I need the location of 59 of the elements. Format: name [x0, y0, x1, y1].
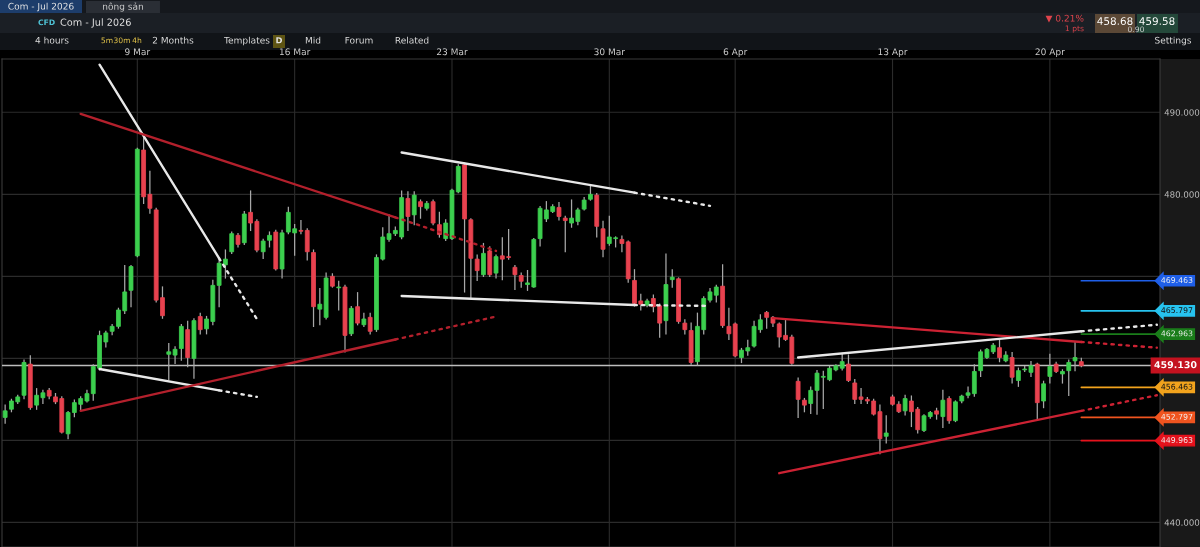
candlestick	[430, 199, 436, 226]
y-tick-label: 480.000	[1164, 191, 1200, 198]
candlestick	[367, 312, 373, 335]
candlestick	[481, 242, 486, 277]
candlestick	[902, 394, 908, 416]
text: 2 Months	[152, 36, 194, 44]
text: 459.58	[1139, 17, 1175, 26]
candlestick	[229, 231, 235, 255]
text: Settings	[1155, 36, 1192, 46]
x-tick-label: 23 Mar	[436, 48, 468, 56]
candlestick	[1066, 359, 1072, 396]
candlestick	[411, 191, 417, 226]
candlestick	[487, 246, 493, 277]
candlestick	[197, 312, 203, 335]
candlestick	[418, 199, 423, 219]
candlestick	[562, 215, 568, 253]
candlestick	[1041, 380, 1046, 409]
candlestick	[405, 191, 411, 232]
x-tick-label: 30 Mar	[594, 48, 626, 56]
text: ▼ 0.21%	[1045, 14, 1084, 23]
candlestick	[795, 377, 801, 419]
candlestick	[1072, 341, 1078, 372]
text: nông sản	[103, 2, 143, 12]
candlestick	[600, 220, 606, 258]
candlestick	[1047, 353, 1053, 384]
x-tick-label: 16 Mar	[279, 48, 311, 56]
candlestick	[512, 265, 518, 291]
text: Templates	[224, 36, 270, 46]
text: Com - Jul 2026	[60, 18, 131, 28]
chart-title: Com - Jul 2026	[8, 2, 74, 12]
text: D	[276, 37, 283, 44]
x-tick-label: 6 Apr	[723, 48, 748, 57]
candlestick	[940, 389, 946, 428]
candlestick	[128, 265, 134, 308]
candlestick	[317, 288, 323, 326]
x-tick-label: 20 Apr	[1035, 48, 1065, 57]
candlestick	[178, 324, 184, 361]
candlestick	[997, 339, 1002, 363]
text: Mid	[305, 36, 321, 44]
text: 4 hours	[35, 36, 69, 44]
candlestick	[726, 307, 732, 341]
text: Forum	[345, 36, 373, 44]
candlestick	[883, 415, 889, 444]
candlestick	[336, 280, 342, 311]
text: Related	[395, 36, 429, 44]
candlestick	[946, 396, 952, 424]
x-tick-label: 9 Mar	[125, 48, 151, 56]
candlestick	[846, 354, 851, 382]
candlestick	[1009, 351, 1015, 384]
candlestick	[355, 292, 360, 326]
ref-line-label: 459.130	[1154, 361, 1197, 369]
x-tick-label: 13 Apr	[878, 48, 908, 57]
y-tick-label: 440.000	[1164, 519, 1200, 526]
candlestick	[474, 254, 480, 282]
candlestick	[2, 404, 8, 424]
y-tick-label: 490.000	[1164, 109, 1200, 116]
candlestick	[493, 254, 499, 279]
candlestick	[1016, 367, 1021, 387]
text: 458.68	[1097, 17, 1133, 26]
